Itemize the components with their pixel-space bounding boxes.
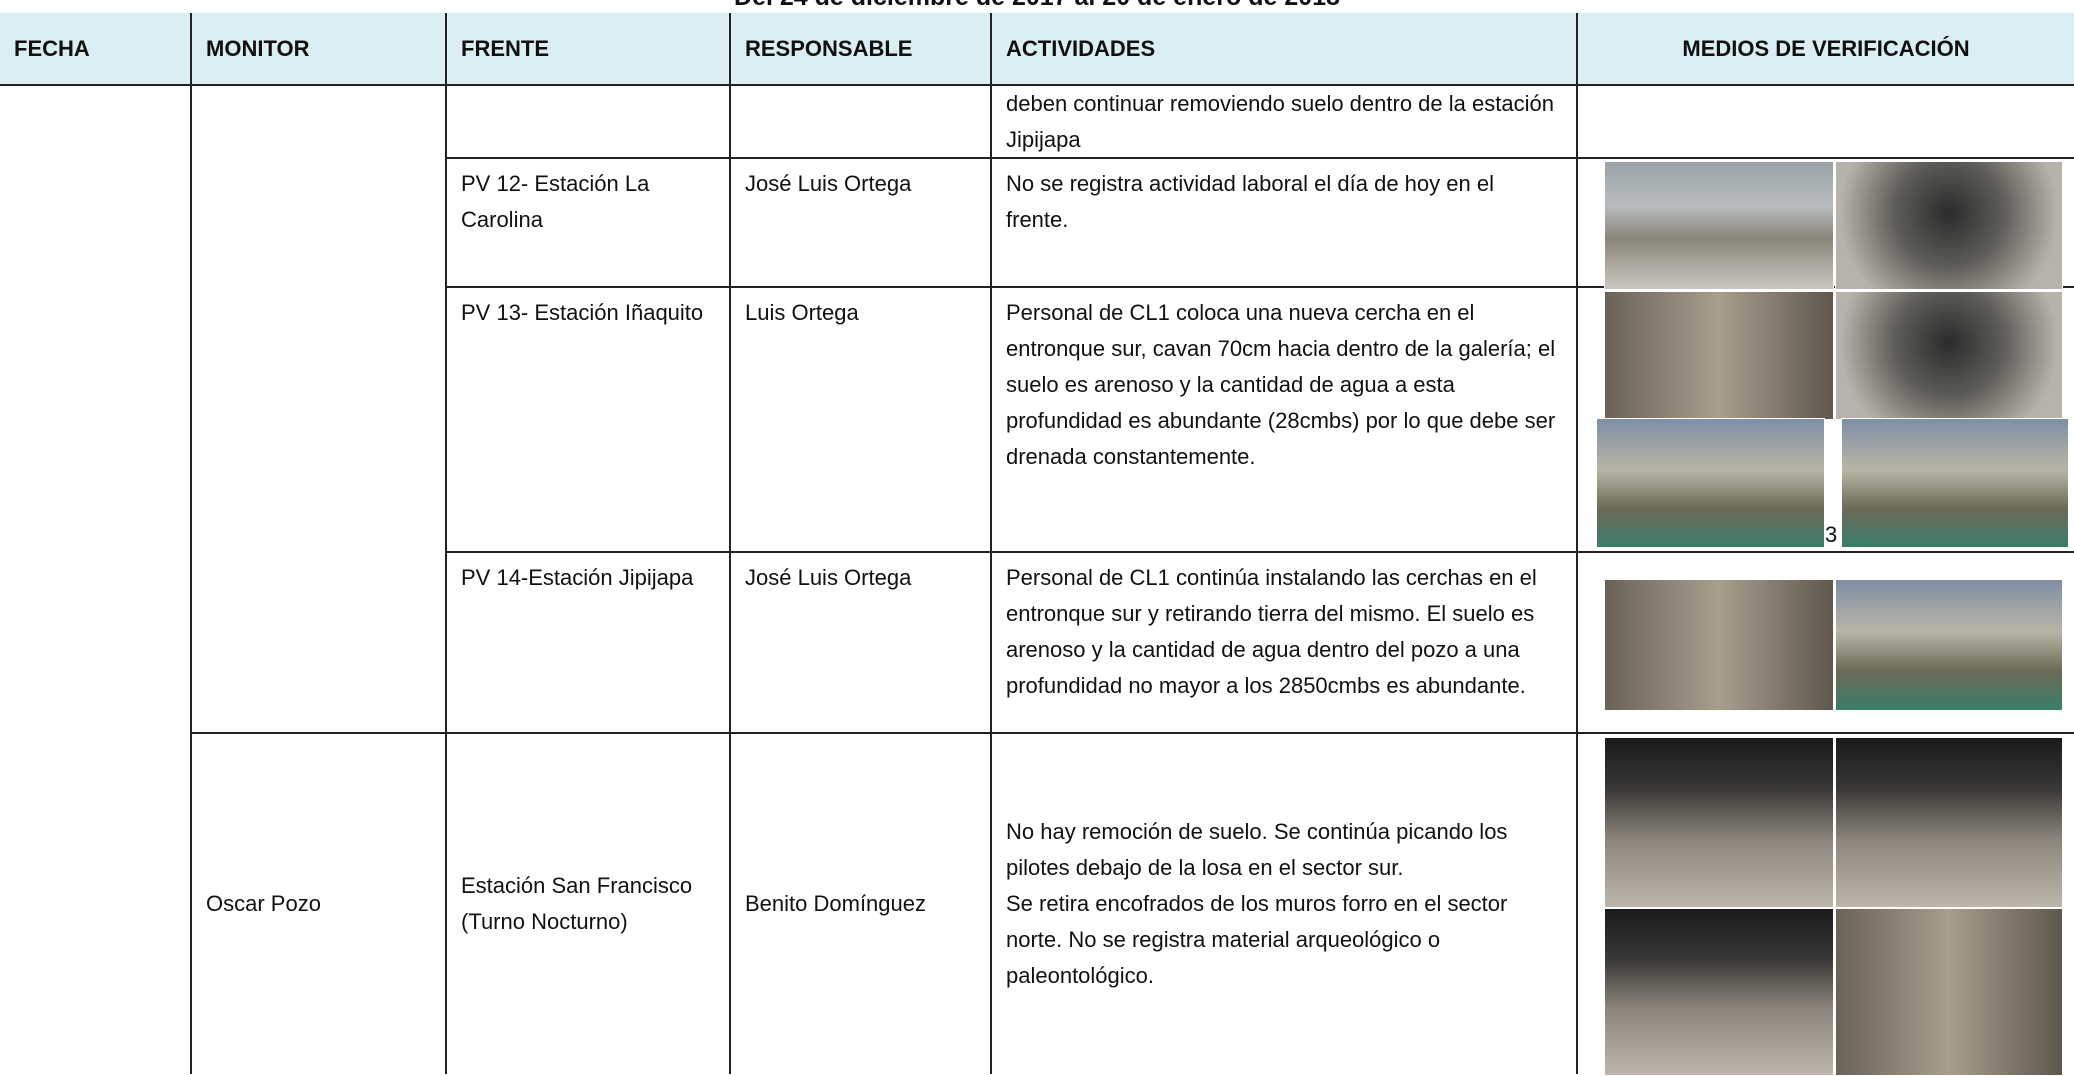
monitor-cell: Oscar Pozo — [192, 734, 447, 1074]
actividades-cell: No se registra actividad laboral el día … — [992, 159, 1578, 288]
photo — [1604, 579, 1834, 711]
photo — [1604, 908, 1834, 1076]
column-header: MEDIOS DE VERIFICACIÓN — [1578, 13, 2074, 86]
photo — [1835, 908, 2063, 1076]
column-header: FRENTE — [447, 13, 731, 86]
fecha-cell — [0, 86, 192, 1074]
photo-note: 3 — [1825, 522, 1838, 547]
frente: Estación San Francisco (Turno Nocturno) — [461, 873, 693, 934]
actividad: deben continuar removiendo suelo dentro … — [1006, 91, 1554, 152]
actividad: Personal de CL1 continúa instalando las … — [1006, 565, 1537, 698]
photo — [1835, 291, 2063, 420]
frente-cell: PV 14-Estación Jipijapa — [447, 553, 731, 734]
photo — [1604, 161, 1834, 290]
photo — [1835, 737, 2063, 908]
actividades-cell: Personal de CL1 continúa instalando las … — [992, 553, 1578, 734]
title: Del 24 de diciembre de 2017 al 20 de ene… — [0, 0, 2074, 12]
responsable: Benito Domínguez — [745, 891, 926, 916]
actividad: Personal de CL1 coloca una nueva cercha … — [1006, 300, 1556, 469]
actividades-cell: deben continuar removiendo suelo dentro … — [992, 86, 1578, 159]
responsable-cell: Benito Domínguez — [731, 734, 992, 1074]
actividad: Se retira encofrados de los muros forro … — [1006, 891, 1508, 988]
responsable-cell — [731, 86, 992, 159]
responsable-cell: Luis Ortega — [731, 288, 992, 553]
medios-cell — [1578, 288, 2074, 553]
actividades-cell: Personal de CL1 coloca una nueva cercha … — [992, 288, 1578, 553]
monitor: Oscar Pozo — [206, 891, 321, 916]
responsable-cell: José Luis Ortega — [731, 553, 992, 734]
actividades-cell: No hay remoción de suelo. Se continúa pi… — [992, 734, 1578, 1074]
frente-cell — [447, 86, 731, 159]
frente-cell: PV 13- Estación Iñaquito — [447, 288, 731, 553]
photo — [1604, 291, 1834, 420]
actividad: No hay remoción de suelo. Se continúa pi… — [1006, 819, 1508, 880]
photo — [1835, 579, 2063, 711]
column-header: RESPONSABLE — [731, 13, 992, 86]
column-header: MONITOR — [192, 13, 447, 86]
frente-cell: Estación San Francisco (Turno Nocturno) — [447, 734, 731, 1074]
frente-cell: PV 12- Estación La Carolina — [447, 159, 731, 288]
column-header: FECHA — [0, 13, 192, 86]
photo — [1835, 161, 2063, 290]
medios-cell — [1578, 553, 2074, 734]
monitor-cell — [192, 86, 447, 734]
responsable-cell: José Luis Ortega — [731, 159, 992, 288]
actividad: No se registra actividad laboral el día … — [1006, 171, 1494, 232]
column-header: ACTIVIDADES — [992, 13, 1578, 86]
medios-cell — [1578, 86, 2074, 159]
photo — [1841, 418, 2069, 548]
photo — [1596, 418, 1825, 548]
photo — [1604, 737, 1834, 908]
